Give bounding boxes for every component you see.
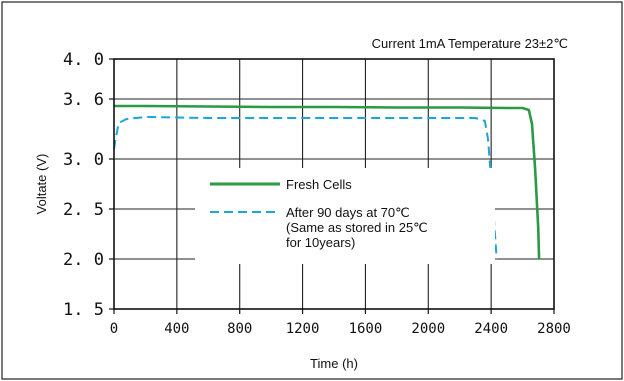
x-tick-label-3: 1200	[286, 321, 320, 337]
y-axis-label: Voltate (V)	[34, 154, 49, 215]
x-tick-label-6: 2400	[474, 321, 508, 337]
y-tick-label-0: 1. 5	[63, 300, 104, 320]
y-tick-label-2: 2. 5	[63, 200, 104, 220]
x-axis-label: Time (h)	[310, 356, 358, 371]
y-tick-label-5: 4. 0	[63, 50, 104, 70]
legend: Fresh Cells After 90 days at 70℃ (Same a…	[195, 168, 495, 264]
legend-label-after-90-days-line2: (Same as stored in 25℃	[286, 220, 428, 235]
x-tick-label-2: 800	[227, 321, 252, 337]
x-tick-label-5: 2000	[411, 321, 445, 337]
y-tick-label-1: 2. 0	[63, 250, 104, 270]
legend-label-fresh-cells: Fresh Cells	[286, 177, 352, 192]
x-tick-label-1: 400	[164, 321, 189, 337]
series-lines	[113, 104, 541, 260]
legend-label-after-90-days-line3: for 10years)	[286, 235, 355, 250]
x-tick-label-7: 2800	[537, 321, 571, 337]
x-tick-label-0: 0	[110, 321, 118, 337]
legend-label-after-90-days: After 90 days at 70℃	[286, 205, 410, 220]
x-tick-label-4: 1600	[349, 321, 383, 337]
series-line-1	[113, 116, 498, 260]
series-line-0	[114, 104, 541, 260]
plot-frame	[113, 58, 555, 310]
tick-labels: 0 400 800 1200 1600 2000 2400 2800 1. 5 2. 0 2. 5 3…	[63, 50, 571, 337]
y-tick-label-4: 3. 6	[63, 90, 104, 110]
y-tick-label-3: 3. 0	[63, 150, 104, 170]
chart-annotation: Current 1mA Temperature 23±2℃	[372, 36, 568, 51]
